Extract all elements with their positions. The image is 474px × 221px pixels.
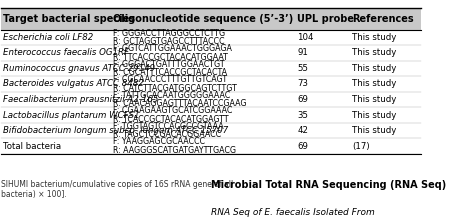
Text: R: CAACAGGAGTTTACAATCCGAAG: R: CAACAGGAGTTTACAATCCGAAG [113,99,246,108]
Text: 91: 91 [297,48,308,57]
Text: 55: 55 [297,64,308,73]
Text: Bacteroides vulgatus ATCC 8482: Bacteroides vulgatus ATCC 8482 [3,80,144,88]
Text: This study: This study [352,95,396,104]
Text: 35: 35 [297,110,308,120]
Text: R: AAGGGSCATGATGAYTTGACG: R: AAGGGSCATGATGAYTTGACG [113,146,236,155]
Text: This study: This study [352,33,396,42]
Text: Faecalibacterium prausnitzii A2-165: Faecalibacterium prausnitzii A2-165 [3,95,159,104]
Text: This study: This study [352,64,396,73]
Text: F: GGGACCTTAGGGCCTCTTG: F: GGGACCTTAGGGCCTCTTG [113,29,225,38]
Text: Total bacteria: Total bacteria [3,141,62,151]
Text: R: TAGCTCCGACACGGAACC: R: TAGCTCCGACACGGAACC [113,130,221,139]
Text: (17): (17) [352,141,369,151]
Text: R: GCTAGGTGAGCCTTTACCC: R: GCTAGGTGAGCCTTTACCC [113,37,224,46]
Text: UPL probe: UPL probe [297,14,354,24]
Text: 104: 104 [297,33,314,42]
Text: 42: 42 [297,126,308,135]
Text: Target bacterial species: Target bacterial species [3,14,136,24]
Text: R: TCACCGCTACACATGGAGTT: R: TCACCGCTACACATGGAGTT [113,115,228,124]
Text: This study: This study [352,80,396,88]
Text: F: GGTCATTGGAAACTGGGAGA: F: GGTCATTGGAAACTGGGAGA [113,44,231,53]
Text: Bifidobacterium longum subsp. longum ATCC 15707: Bifidobacterium longum subsp. longum ATC… [3,126,229,135]
Text: Escherichia coli LF82: Escherichia coli LF82 [3,33,94,42]
Text: Ruminococcus gnavus ATCC 29149: Ruminococcus gnavus ATCC 29149 [3,64,155,73]
Text: F: TGGTAGTCCACGCCGTAAA: F: TGGTAGTCCACGCCGTAAA [113,122,223,131]
Text: References: References [352,14,413,24]
Text: F: CGCAACCCTTTGTTGTCAGT: F: CGCAACCCTTTGTTGTCAGT [113,75,227,84]
Text: 69: 69 [297,141,308,151]
Text: This study: This study [352,48,396,57]
Text: 69: 69 [297,95,308,104]
Text: R: CATCTTACGATGGCAGTCTTGT: R: CATCTTACGATGGCAGTCTTGT [113,84,237,93]
Text: Oligonucleotide sequence (5’-3’): Oligonucleotide sequence (5’-3’) [113,14,293,24]
Text: R: CGCATTTCACCGCTACACTA: R: CGCATTTCACCGCTACACTA [113,68,227,77]
Text: RNA Seq of E. faecalis Isolated From: RNA Seq of E. faecalis Isolated From [211,208,375,217]
FancyBboxPatch shape [1,8,421,30]
Text: This study: This study [352,126,396,135]
Text: Enterococcus faecalis OG1RF: Enterococcus faecalis OG1RF [3,48,129,57]
Text: Lactobacillus plantarum WCFS1: Lactobacillus plantarum WCFS1 [3,110,140,120]
Text: F: TATTGCACAATGGGGGAAAC: F: TATTGCACAATGGGGGAAAC [113,91,230,100]
Text: 73: 73 [297,80,308,88]
Text: F: YAAGGAGCGCAACCC: F: YAAGGAGCGCAACCC [113,137,205,146]
Text: F: GGGACTGATTTGGAACTGT: F: GGGACTGATTTGGAACTGT [113,60,224,69]
Text: This study: This study [352,110,396,120]
Text: SIHUMI bacterium/cumulative copies of 16S rRNA gene of all
bacteria) × 100].: SIHUMI bacterium/cumulative copies of 16… [1,180,234,199]
Text: Microbial Total RNA Sequencing (RNA Seq): Microbial Total RNA Sequencing (RNA Seq) [211,180,447,190]
Text: F: CGAAGAAGTGCATCGGAAAC: F: CGAAGAAGTGCATCGGAAAC [113,106,232,115]
Text: R: TTCACCGCTACACATGGAAT: R: TTCACCGCTACACATGGAAT [113,53,228,62]
